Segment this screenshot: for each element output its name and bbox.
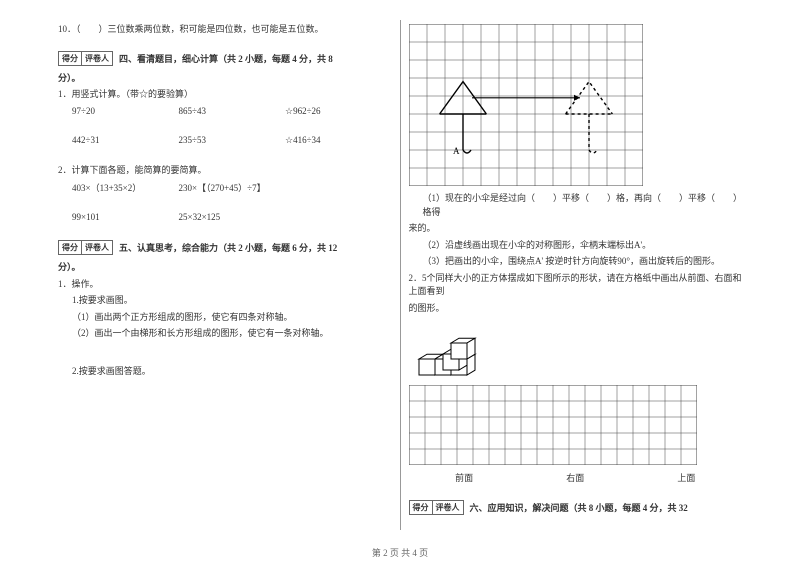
score-box: 得分 评卷人: [58, 240, 113, 255]
calc-item: 442÷31: [72, 135, 179, 146]
calc-item: ☆416÷34: [285, 135, 392, 146]
svg-text:A: A: [453, 146, 460, 156]
r-q2b: 的图形。: [409, 302, 743, 316]
grader-label: 评卷人: [82, 52, 112, 65]
score-label: 得分: [410, 501, 433, 514]
view-front-label: 前面: [455, 471, 473, 484]
calc-item: 403×（13+35×2）: [72, 181, 179, 194]
cubes-figure: [409, 319, 733, 381]
page-footer: 第 2 页 共 4 页: [0, 546, 800, 559]
r-t1: （1）现在的小伞是经过向（ ）平移（ ）格，再向（ ）平移（ ）格得: [423, 192, 743, 219]
calc-item: [285, 212, 392, 222]
r-t1b: 来的。: [409, 222, 743, 236]
r-q2: 2．5个同样大小的正方体摆成如下图所示的形状，请在方格纸中画出从前面、右面和上面…: [409, 272, 743, 299]
section-4-title: 四、看清题目，细心计算（共 2 小题，每题 4 分，共 8: [119, 52, 333, 65]
score-box: 得分 评卷人: [409, 500, 464, 515]
section-5-header: 得分 评卷人 五、认真思考，综合能力（共 2 小题，每题 6 分，共 12: [58, 240, 392, 255]
r-t2: （2）沿虚线画出现在小伞的对称图形，伞柄末端标出A'。: [423, 239, 743, 253]
view-top-label: 上面: [677, 471, 695, 484]
s5-q1: 1．操作。: [58, 278, 392, 292]
s5-q1-1a: （1）画出两个正方形组成的图形，使它有四条对称轴。: [72, 311, 392, 325]
calc-item: 865÷43: [179, 106, 286, 117]
s5-q1-1: 1.按要求画图。: [72, 294, 392, 308]
section-5-title: 五、认真思考，综合能力（共 2 小题，每题 6 分，共 12: [119, 241, 337, 254]
section-6-title: 六、应用知识，解决问题（共 8 小题，每题 4 分，共 32: [470, 501, 688, 514]
calc-item: 99×101: [72, 212, 179, 222]
grader-label: 评卷人: [82, 241, 112, 254]
s5-q1-1b: （2）画出一个由梯形和长方形组成的图形，使它有一条对称轴。: [72, 327, 392, 341]
question-10: 10．（ ）三位数乘两位数，积可能是四位数，也可能是五位数。: [58, 23, 392, 37]
score-label: 得分: [59, 241, 82, 254]
calc-item: 230×【（270+45）÷7】: [179, 181, 286, 194]
s5-q1-2: 2.按要求画图答题。: [72, 365, 392, 379]
calc-item: [285, 181, 392, 194]
calc-item: 235÷53: [179, 135, 286, 146]
left-column: 10．（ ）三位数乘两位数，积可能是四位数，也可能是五位数。 得分 评卷人 四、…: [50, 20, 401, 530]
calc-item: 97÷20: [72, 106, 179, 117]
s4-q1: 1．用竖式计算。（带☆的要验算）: [58, 88, 392, 102]
r-t3: （3）把画出的小伞，围绕点A' 按逆时针方向旋转90°，画出旋转后的图形。: [423, 255, 743, 269]
right-column: A （1）现在的小伞是经过向（ ）平移（ ）格，再向（ ）平移（ ）格得 来的。…: [401, 20, 751, 530]
grader-label: 评卷人: [433, 501, 463, 514]
calc-item: ☆962÷26: [285, 106, 392, 117]
score-label: 得分: [59, 52, 82, 65]
view-right-label: 右面: [566, 471, 584, 484]
section-5-tail: 分）。: [58, 261, 392, 275]
section-4-header: 得分 评卷人 四、看清题目，细心计算（共 2 小题，每题 4 分，共 8: [58, 51, 392, 66]
calc-row: 403×（13+35×2） 230×【（270+45）÷7】: [72, 181, 392, 194]
umbrella-grid: A: [409, 24, 743, 186]
score-box: 得分 评卷人: [58, 51, 113, 66]
views-grid: [409, 385, 743, 465]
calc-item: 25×32×125: [179, 212, 286, 222]
calc-row: 442÷31 235÷53 ☆416÷34: [72, 135, 392, 146]
calc-row: 97÷20 865÷43 ☆962÷26: [72, 106, 392, 117]
view-labels: 前面 右面 上面: [409, 471, 743, 484]
s4-q2: 2．计算下面各题，能简算的要简算。: [58, 164, 392, 178]
calc-row: 99×101 25×32×125: [72, 212, 392, 222]
section-6-header: 得分 评卷人 六、应用知识，解决问题（共 8 小题，每题 4 分，共 32: [409, 500, 743, 515]
section-4-tail: 分）。: [58, 72, 392, 86]
